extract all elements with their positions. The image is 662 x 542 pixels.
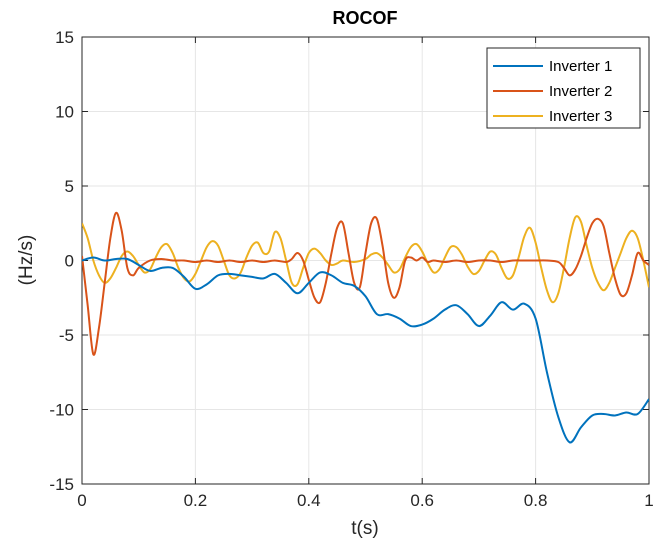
x-tick-label: 0.4 (297, 491, 321, 510)
x-tick-label: 1 (644, 491, 653, 510)
x-tick-label: 0.6 (410, 491, 434, 510)
y-tick-label: 0 (65, 252, 74, 271)
tick-labels: 0 0.2 0.4 0.6 0.8 1 -15 -10 -5 0 5 10 15 (49, 28, 653, 510)
ticks (81, 36, 650, 485)
y-tick-label: 5 (65, 177, 74, 196)
y-tick-label: 10 (55, 103, 74, 122)
series-line-inverter-1 (82, 256, 649, 444)
legend-label-inverter-1: Inverter 1 (549, 58, 612, 75)
series-line-inverter-3 (82, 215, 649, 304)
y-tick-label: 15 (55, 28, 74, 47)
x-tick-label: 0.2 (184, 491, 208, 510)
y-tick-label: -5 (59, 326, 74, 345)
legend-label-inverter-3: Inverter 3 (549, 108, 612, 125)
y-axis-label: (Hz/s) (16, 235, 37, 286)
legend: Inverter 1 Inverter 2 Inverter 3 (486, 47, 641, 129)
series-layer (82, 211, 649, 444)
chart-title: ROCOF (333, 8, 398, 28)
x-tick-label: 0.8 (524, 491, 548, 510)
y-tick-label: -10 (49, 401, 74, 420)
series-line-inverter-2 (82, 211, 649, 356)
y-tick-label: -15 (49, 475, 74, 494)
legend-label-inverter-2: Inverter 2 (549, 83, 612, 100)
x-axis-label: t(s) (351, 518, 378, 539)
x-tick-label: 0 (77, 491, 86, 510)
legend-box (486, 47, 641, 129)
